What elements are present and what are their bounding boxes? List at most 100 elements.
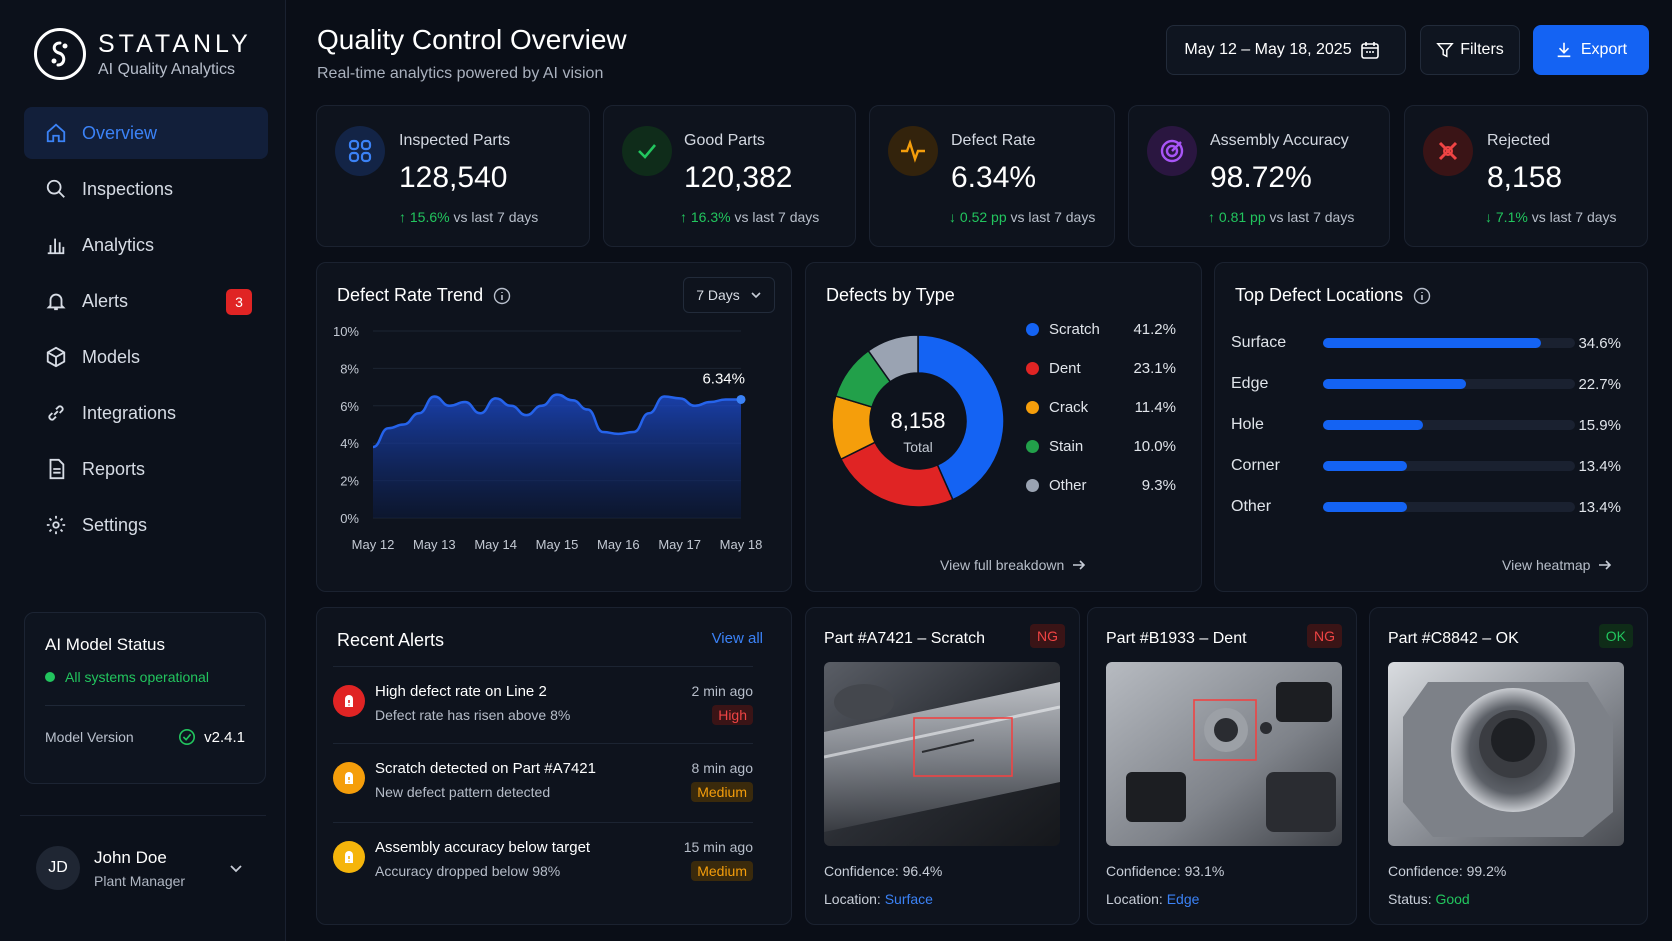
view-all-alerts-link[interactable]: View all [711,630,763,647]
user-menu[interactable]: JD John Doe Plant Manager [20,815,266,920]
donut-slice-dent[interactable] [839,441,954,508]
legend-item[interactable]: Crack 11.4% [1026,399,1176,416]
x-icon [1423,126,1473,176]
date-range-label: May 12 – May 18, 2025 [1184,41,1352,58]
kpi-label: Good Parts [684,132,765,149]
legend-swatch [1026,479,1039,492]
legend-value: 9.3% [1141,477,1176,494]
filters-button[interactable]: Filters [1420,25,1520,75]
location-bar-row[interactable]: Corner 13.4% [1231,455,1621,477]
alert-icon [333,841,365,873]
alert-time: 15 min ago [683,839,753,855]
bar-track [1323,502,1575,512]
part-meta-value[interactable]: Edge [1166,891,1200,907]
x-tick-label: May 18 [720,537,763,552]
y-tick-label: 6% [340,399,359,414]
alert-item[interactable]: Scratch detected on Part #A7421 New defe… [333,743,753,819]
legend-label: Stain [1049,438,1084,455]
legend-value: 23.1% [1133,360,1176,377]
kpi-card-inspected: Inspected Parts 128,540 ↑ 15.6% vs last … [316,105,590,247]
sidebar-item-analytics[interactable]: Analytics [24,219,268,271]
chevron-down-icon [751,292,761,299]
search-icon [44,177,68,201]
chevron-down-icon[interactable] [228,860,244,876]
view-full-breakdown-link[interactable]: View full breakdown [940,557,1086,573]
sidebar-item-integrations[interactable]: Integrations [24,387,268,439]
part-status-tag: NG [1030,624,1065,648]
card-title: Recent Alerts [337,630,444,651]
location-bar-row[interactable]: Edge 22.7% [1231,373,1621,395]
kpi-card-rejected: Rejected 8,158 ↓ 7.1% vs last 7 days [1404,105,1648,247]
x-tick-label: May 12 [352,537,395,552]
alert-item[interactable]: High defect rate on Line 2 Defect rate h… [333,666,753,742]
part-card[interactable]: Part #B1933 – Dent NG Confidence: 93.1% … [1087,607,1357,925]
brand[interactable]: STATANLY AI Quality Analytics [34,28,252,80]
legend-label: Crack [1049,399,1089,416]
sidebar-item-label: Models [82,346,141,367]
part-location: Location: Edge [1106,891,1199,907]
alert-desc: New defect pattern detected [375,784,551,800]
ai-model-status-card: AI Model Status All systems operational … [24,612,266,784]
kpi-value: 128,540 [399,161,508,194]
kpi-value: 120,382 [684,161,793,194]
y-tick-label: 10% [333,324,359,339]
location-bar-row[interactable]: Surface 34.6% [1231,332,1621,354]
bar-value: 34.6% [1578,334,1621,352]
part-meta-label: Location: [824,891,885,907]
part-image[interactable] [1106,662,1342,846]
cube-icon [44,345,68,369]
kpi-change-value: 16.3% [690,209,731,225]
view-heatmap-link[interactable]: View heatmap [1502,557,1612,573]
sidebar-item-reports[interactable]: Reports [24,443,268,495]
bar-track [1323,420,1575,430]
legend-item[interactable]: Dent 23.1% [1026,360,1176,377]
sidebar-item-models[interactable]: Models [24,331,268,383]
part-status: Status: Good [1388,891,1470,907]
donut-slice-other[interactable] [867,334,919,383]
sidebar-item-settings[interactable]: Settings [24,499,268,551]
page-title: Quality Control Overview [317,24,627,55]
x-tick-label: May 16 [597,537,640,552]
legend-item[interactable]: Scratch 41.2% [1026,321,1176,338]
document-icon [44,457,68,481]
y-tick-label: 0% [340,511,359,526]
part-card[interactable]: Part #A7421 – Scratch NG Confidence: 96.… [805,607,1080,925]
sidebar-item-overview[interactable]: Overview [24,107,268,159]
check-circle-icon [179,728,196,746]
donut-slice-scratch[interactable] [917,334,1005,501]
export-button[interactable]: Export [1533,25,1649,75]
range-select[interactable]: 7 Days [683,277,775,313]
legend-item[interactable]: Stain 10.0% [1026,438,1176,455]
bar-value: 13.4% [1578,457,1621,475]
part-image[interactable] [824,662,1060,846]
y-tick-label: 4% [340,436,359,451]
trend-line [372,393,741,449]
kpi-change: ↓ 7.1% vs last 7 days [1485,209,1617,225]
legend-item[interactable]: Other 9.3% [1026,477,1176,494]
severity-badge: Medium [691,861,753,881]
x-tick-label: May 15 [536,537,579,552]
location-bar-row[interactable]: Hole 15.9% [1231,414,1621,436]
date-range-picker[interactable]: May 12 – May 18, 2025 [1166,25,1406,75]
user-name: John Doe [94,847,167,867]
x-tick-label: May 17 [658,537,701,552]
alert-time: 8 min ago [691,760,753,776]
alert-item[interactable]: Assembly accuracy below target Accuracy … [333,822,753,898]
bar-fill [1323,379,1466,389]
info-icon[interactable] [493,287,511,305]
link-label: View full breakdown [940,557,1065,573]
part-meta-value[interactable]: Surface [884,891,933,907]
bar-fill [1323,338,1541,348]
location-bar-row[interactable]: Other 13.4% [1231,496,1621,518]
part-image[interactable] [1388,662,1624,846]
bar-value: 22.7% [1578,375,1621,393]
info-icon[interactable] [1413,287,1431,305]
kpi-card-defect-rate: Defect Rate 6.34% ↓ 0.52 pp vs last 7 da… [869,105,1115,247]
locations-title: Top Defect Locations [1235,285,1404,305]
kpi-value: 6.34% [951,161,1037,194]
part-card[interactable]: Part #C8842 – OK OK Confidence: 99.2% St… [1369,607,1648,925]
kpi-change-suffix: vs last 7 days [1269,209,1355,225]
sidebar-item-inspections[interactable]: Inspections [24,163,268,215]
sidebar-item-alerts[interactable]: Alerts 3 [24,275,268,327]
x-tick-label: May 13 [413,537,456,552]
